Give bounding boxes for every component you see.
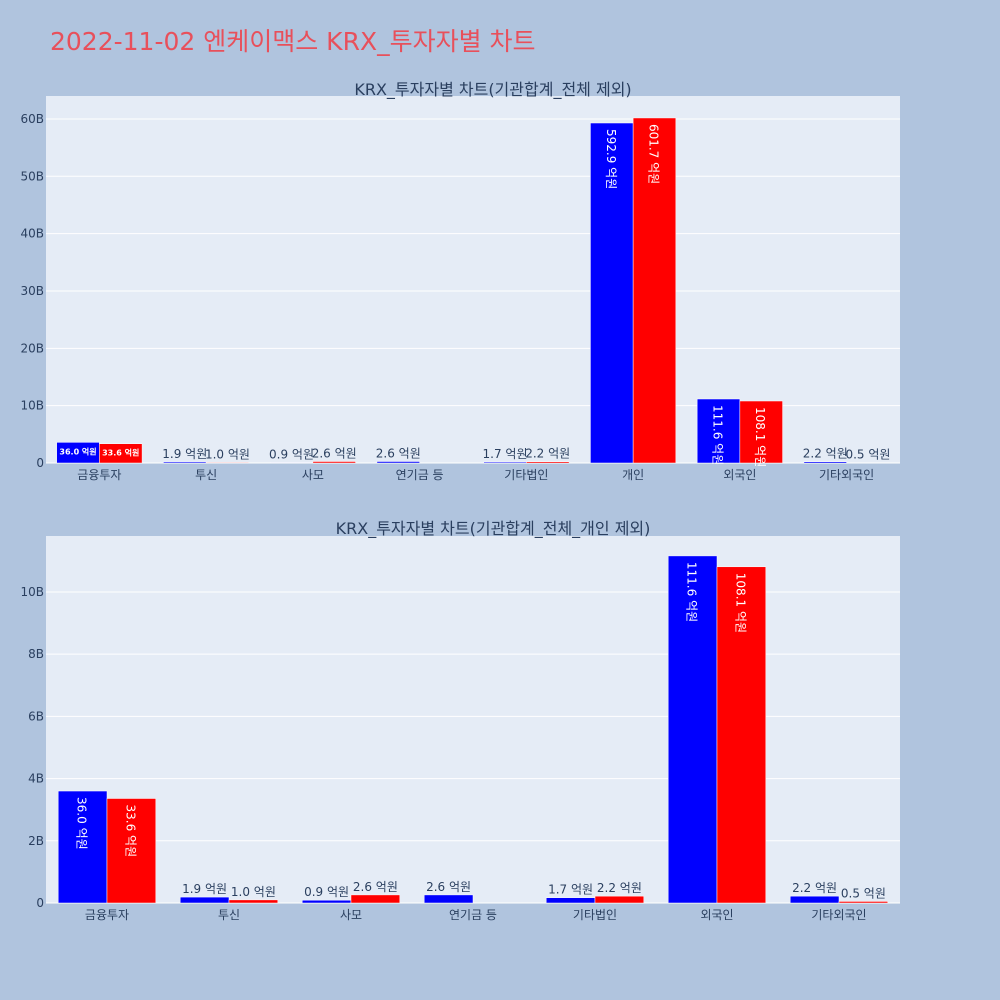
x-tick-label: 금융투자	[77, 468, 121, 482]
data-label: 2.6 억원	[312, 447, 357, 461]
chart-top: KRX_투자자별 차트(기관합계_전체 제외) 0 10B 20B 30B 40B 50B 6…	[20, 80, 900, 482]
bar	[838, 901, 889, 904]
data-label: 111.6 억원	[685, 562, 699, 622]
bar	[789, 895, 840, 904]
bar	[594, 895, 645, 904]
bar	[376, 461, 420, 464]
data-label: 2.2 억원	[597, 881, 642, 895]
x-tick-label: 기타법인	[573, 908, 617, 922]
chart-title: KRX_투자자별 차트(기관합계_전체 제외)	[354, 80, 631, 100]
bar	[803, 461, 847, 464]
data-label: 2.2 억원	[792, 881, 837, 895]
data-label: 2.6 억원	[426, 880, 471, 894]
data-label: 2.6 억원	[353, 880, 398, 894]
x-tick-label: 금융투자	[85, 908, 129, 922]
data-label: 1.7 억원	[548, 883, 593, 897]
y-tick-label: 0	[36, 896, 44, 910]
data-label: 2.6 억원	[376, 447, 421, 461]
y-tick-label: 4B	[28, 772, 44, 786]
y-tick-label: 0	[36, 456, 44, 470]
bar	[423, 894, 474, 904]
x-tick-label: 기타외국인	[811, 908, 866, 922]
y-tick-label: 8B	[28, 647, 44, 661]
bar	[667, 555, 718, 904]
chart-bottom: KRX_투자자별 차트(기관합계_전체_개인 제외) 0 2B 4B 6B 8B 10B 금융…	[20, 519, 900, 922]
y-tick-label: 10B	[20, 585, 44, 599]
x-tick-label: 사모	[340, 908, 362, 922]
bar	[632, 117, 677, 464]
data-label: 1.7 억원	[483, 447, 528, 461]
bar	[545, 897, 596, 904]
bar	[350, 894, 401, 904]
bar	[179, 896, 230, 904]
x-tick-label: 투신	[195, 468, 217, 482]
data-label: 2.2 억원	[525, 447, 570, 461]
data-label: 1.9 억원	[162, 447, 207, 461]
bar	[228, 899, 279, 904]
data-label: 0.9 억원	[304, 885, 349, 899]
data-label: 592.9 억원	[604, 129, 618, 189]
x-tick-label: 개인	[622, 468, 644, 482]
bar	[269, 462, 314, 464]
x-tick-label: 기타외국인	[819, 468, 874, 482]
x-tick-label: 투신	[218, 908, 240, 922]
data-label: 111.6 억원	[711, 405, 725, 465]
bar	[483, 461, 527, 464]
data-label: 33.6 억원	[102, 448, 139, 458]
data-label: 1.0 억원	[205, 447, 250, 461]
y-tick-label: 40B	[20, 227, 44, 241]
data-label: 36.0 억원	[75, 797, 89, 850]
data-label: 36.0 억원	[59, 446, 96, 456]
bar	[590, 122, 634, 464]
bar	[106, 798, 157, 904]
y-tick-label: 2B	[28, 834, 44, 848]
x-tick-label: 연기금 등	[449, 908, 497, 922]
x-tick-label: 외국인	[700, 908, 733, 922]
y-tick-label: 6B	[28, 709, 44, 723]
bar	[739, 400, 783, 464]
plot-area	[46, 536, 900, 903]
bar	[696, 398, 741, 464]
data-label: 0.5 억원	[845, 448, 890, 462]
data-label: 33.6 억원	[123, 804, 137, 857]
bar	[205, 462, 250, 464]
data-label: 2.2 억원	[803, 447, 848, 461]
x-tick-label: 외국인	[723, 468, 756, 482]
y-tick-label: 10B	[20, 399, 44, 413]
bar	[99, 443, 143, 464]
y-tick-label: 30B	[20, 284, 44, 298]
bar	[301, 899, 352, 904]
y-tick-label: 50B	[20, 169, 44, 183]
y-tick-label: 20B	[20, 341, 44, 355]
x-tick-label: 기타법인	[504, 468, 548, 482]
bar	[716, 566, 767, 904]
page-title: 2022-11-02 엔케이맥스 KRX_투자자별 차트	[50, 27, 536, 56]
bar	[57, 790, 108, 904]
data-label: 0.9 억원	[269, 447, 314, 461]
data-label: 1.0 억원	[231, 885, 276, 899]
bar	[163, 461, 207, 464]
chart-title: KRX_투자자별 차트(기관합계_전체_개인 제외)	[336, 519, 651, 539]
bar	[312, 461, 356, 464]
data-label: 108.1 억원	[733, 573, 747, 633]
data-label: 1.9 억원	[182, 882, 227, 896]
data-label: 601.7 억원	[646, 124, 660, 184]
bar	[526, 461, 570, 464]
x-tick-label: 사모	[302, 468, 324, 482]
x-tick-label: 연기금 등	[396, 468, 444, 482]
y-tick-label: 60B	[20, 112, 44, 126]
data-label: 108.1 억원	[753, 407, 767, 467]
data-label: 0.5 억원	[841, 886, 886, 900]
